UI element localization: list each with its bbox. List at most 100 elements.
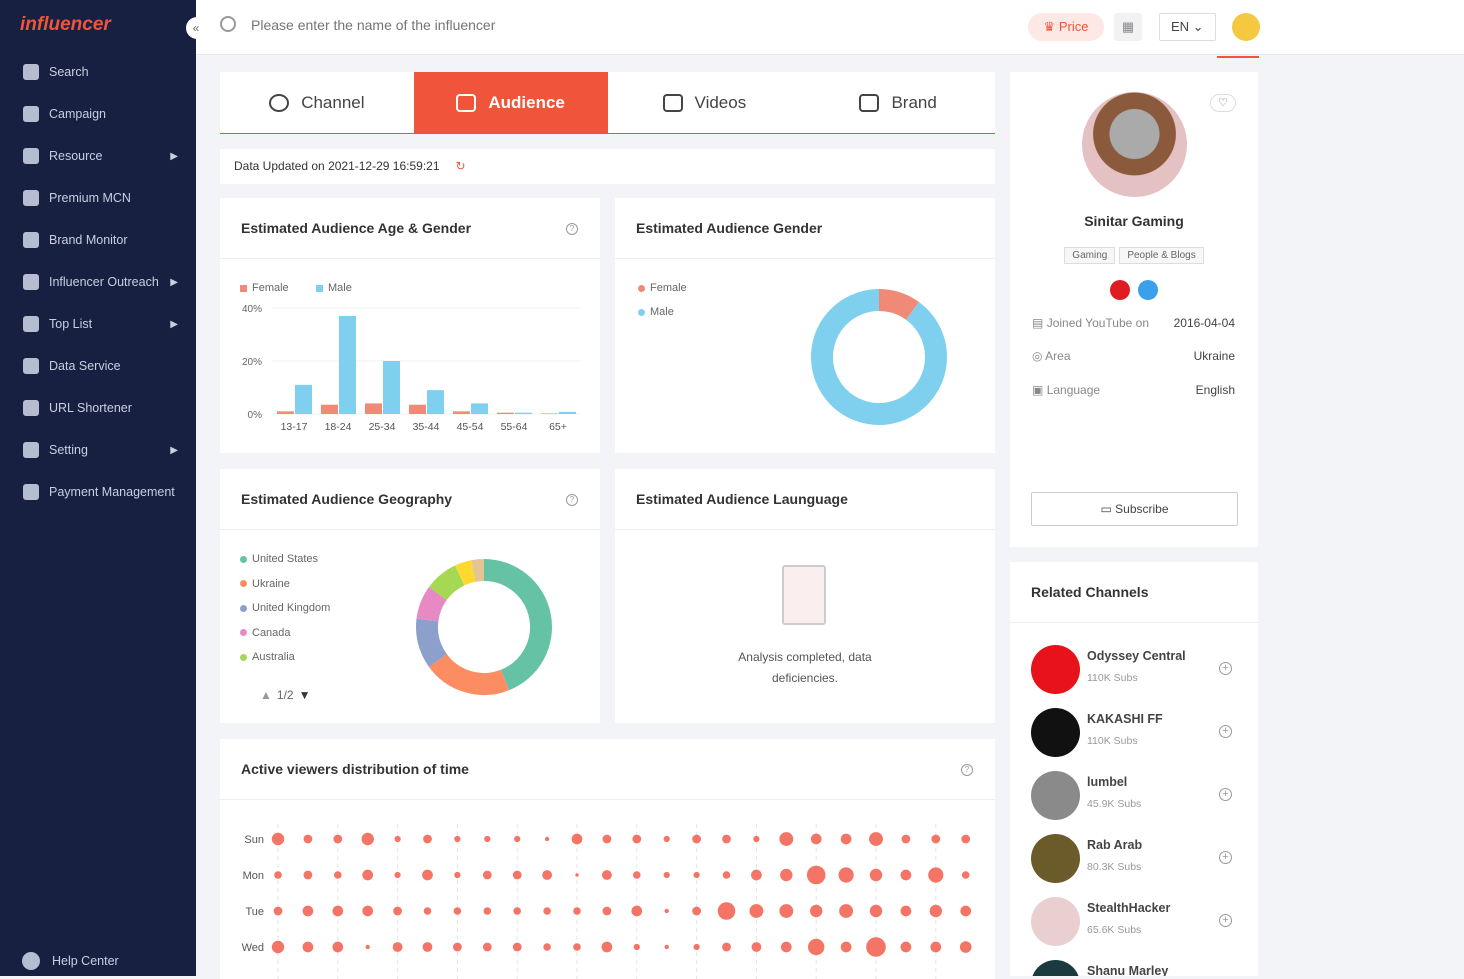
sidebar-item-payment-management[interactable]: Payment Management (0, 477, 196, 507)
day-label: Tue (245, 906, 264, 918)
legend-male[interactable]: Male (316, 282, 352, 294)
user-avatar[interactable] (1232, 13, 1260, 41)
sidebar-item-url-shortener[interactable]: URL Shortener (0, 393, 196, 423)
sidebar-item-resource[interactable]: Resource ▶ (0, 141, 196, 171)
related-channel[interactable]: Shanu Marley+ (1031, 960, 1241, 976)
related-channel[interactable]: KAKASHI FF 110K Subs + (1031, 708, 1241, 758)
activity-dot (633, 871, 641, 879)
sidebar-item-data-service[interactable]: Data Service (0, 351, 196, 381)
sidebar-item-label: Data Service (49, 359, 121, 373)
help-icon[interactable]: ? (566, 223, 578, 235)
activity-dot (302, 905, 314, 917)
activity-dot (663, 835, 670, 843)
related-channel[interactable]: Rab Arab 80.3K Subs + (1031, 834, 1241, 884)
add-icon[interactable]: + (1219, 851, 1232, 864)
subscribe-button[interactable]: ▭ Subscribe (1031, 492, 1238, 526)
bar-male (515, 412, 532, 414)
sidebar-item-label: Payment Management (49, 485, 175, 499)
apps-grid-button[interactable]: ▦ (1114, 13, 1142, 41)
x-tick-label: 65+ (549, 421, 567, 433)
activity-dot (453, 942, 462, 952)
add-icon[interactable]: + (1219, 788, 1232, 801)
activity-dot (362, 905, 374, 917)
help-icon (22, 952, 40, 970)
x-tick-label: 35-44 (413, 421, 440, 433)
activity-dot (271, 940, 285, 954)
twitter-icon[interactable] (1138, 280, 1158, 300)
legend-male[interactable]: Male (638, 306, 674, 318)
legend-item[interactable]: United States (240, 553, 318, 565)
related-channel[interactable]: lumbel 45.9K Subs + (1031, 771, 1241, 821)
donut-slice (483, 559, 552, 691)
sidebar-item-campaign[interactable]: Campaign (0, 99, 196, 129)
legend-item[interactable]: United Kingdom (240, 602, 330, 614)
tab-brand[interactable]: Brand (801, 72, 995, 133)
price-button[interactable]: ♛ Price (1028, 13, 1104, 41)
geography-card: Estimated Audience Geography? United Sta… (220, 469, 600, 723)
activity-dot (483, 907, 492, 915)
activity-dot (482, 870, 492, 880)
gender-donut (811, 289, 947, 425)
tab-audience[interactable]: Audience (413, 72, 608, 133)
help-icon[interactable]: ? (566, 494, 578, 506)
bar-male (295, 384, 312, 414)
sidebar-item-brand-monitor[interactable]: Brand Monitor (0, 225, 196, 255)
sidebar-item-setting[interactable]: Setting ▶ (0, 435, 196, 465)
legend-female[interactable]: Female (638, 282, 687, 294)
channel-name: StealthHacker (1087, 901, 1171, 915)
price-label: Price (1058, 19, 1089, 34)
activity-dot (365, 944, 370, 950)
activity-dot (394, 871, 401, 879)
legend-item[interactable]: Canada (240, 627, 291, 639)
bar-female (321, 404, 338, 414)
legend-female[interactable]: Female (240, 282, 289, 294)
related-channels-card: Related Channels Odyssey Central 110K Sub… (1010, 562, 1258, 976)
next-page-icon[interactable]: ▼ (298, 688, 311, 702)
add-icon[interactable]: + (1219, 914, 1232, 927)
help-icon[interactable]: ? (961, 764, 973, 776)
activity-dot (602, 834, 612, 844)
tab-channel[interactable]: Channel (220, 72, 414, 133)
brand-icon (859, 93, 880, 112)
activity-dot (929, 904, 942, 918)
sidebar-item-search[interactable]: Search (0, 57, 196, 87)
card-title: Related Channels (1031, 584, 1149, 600)
add-icon[interactable]: + (1219, 662, 1232, 675)
collapse-sidebar-button[interactable]: « (186, 17, 206, 39)
sidebar-item-top-list[interactable]: Top List ▶ (0, 309, 196, 339)
channel-subs: 80.3K Subs (1087, 861, 1142, 873)
help-center[interactable]: Help Center (22, 952, 119, 970)
language-select[interactable]: EN ⌄ (1159, 13, 1216, 41)
activity-dot (693, 943, 700, 951)
activity-dot (573, 943, 581, 951)
search-input[interactable] (251, 17, 651, 33)
legend-item[interactable]: Ukraine (240, 578, 290, 590)
sidebar-item-premium-mcn[interactable]: Premium MCN (0, 183, 196, 213)
caret-right-icon: ▶ (170, 276, 178, 288)
x-tick-label: 45-54 (457, 421, 484, 433)
activity-dot (303, 870, 313, 880)
donut-slice (416, 618, 448, 667)
channel-subs: 65.6K Subs (1087, 924, 1142, 936)
tab-label: Audience (488, 92, 565, 112)
legend-item[interactable]: Australia (240, 651, 295, 663)
favorite-button[interactable]: ♡ (1210, 94, 1236, 112)
prev-page-icon[interactable]: ▲ (260, 688, 272, 702)
add-icon[interactable]: + (1219, 725, 1232, 738)
bar-female (409, 404, 426, 414)
activity-dot (271, 832, 285, 846)
youtube-icon[interactable] (1110, 280, 1130, 300)
refresh-icon[interactable]: ↻ (455, 159, 466, 173)
donut-slice (811, 289, 947, 425)
activity-dot (869, 832, 883, 846)
tab-videos[interactable]: Videos (608, 72, 802, 133)
activity-dot (751, 942, 762, 952)
sidebar-item-influencer-outreach[interactable]: Influencer Outreach ▶ (0, 267, 196, 297)
activity-dot (361, 832, 374, 846)
bar-female (365, 403, 382, 414)
activity-dot (810, 833, 822, 845)
card-title: Active viewers distribution of time (241, 761, 469, 777)
related-channel[interactable]: Odyssey Central 110K Subs + (1031, 645, 1241, 695)
activity-dot (717, 902, 736, 920)
related-channel[interactable]: StealthHacker 65.6K Subs + (1031, 897, 1241, 947)
